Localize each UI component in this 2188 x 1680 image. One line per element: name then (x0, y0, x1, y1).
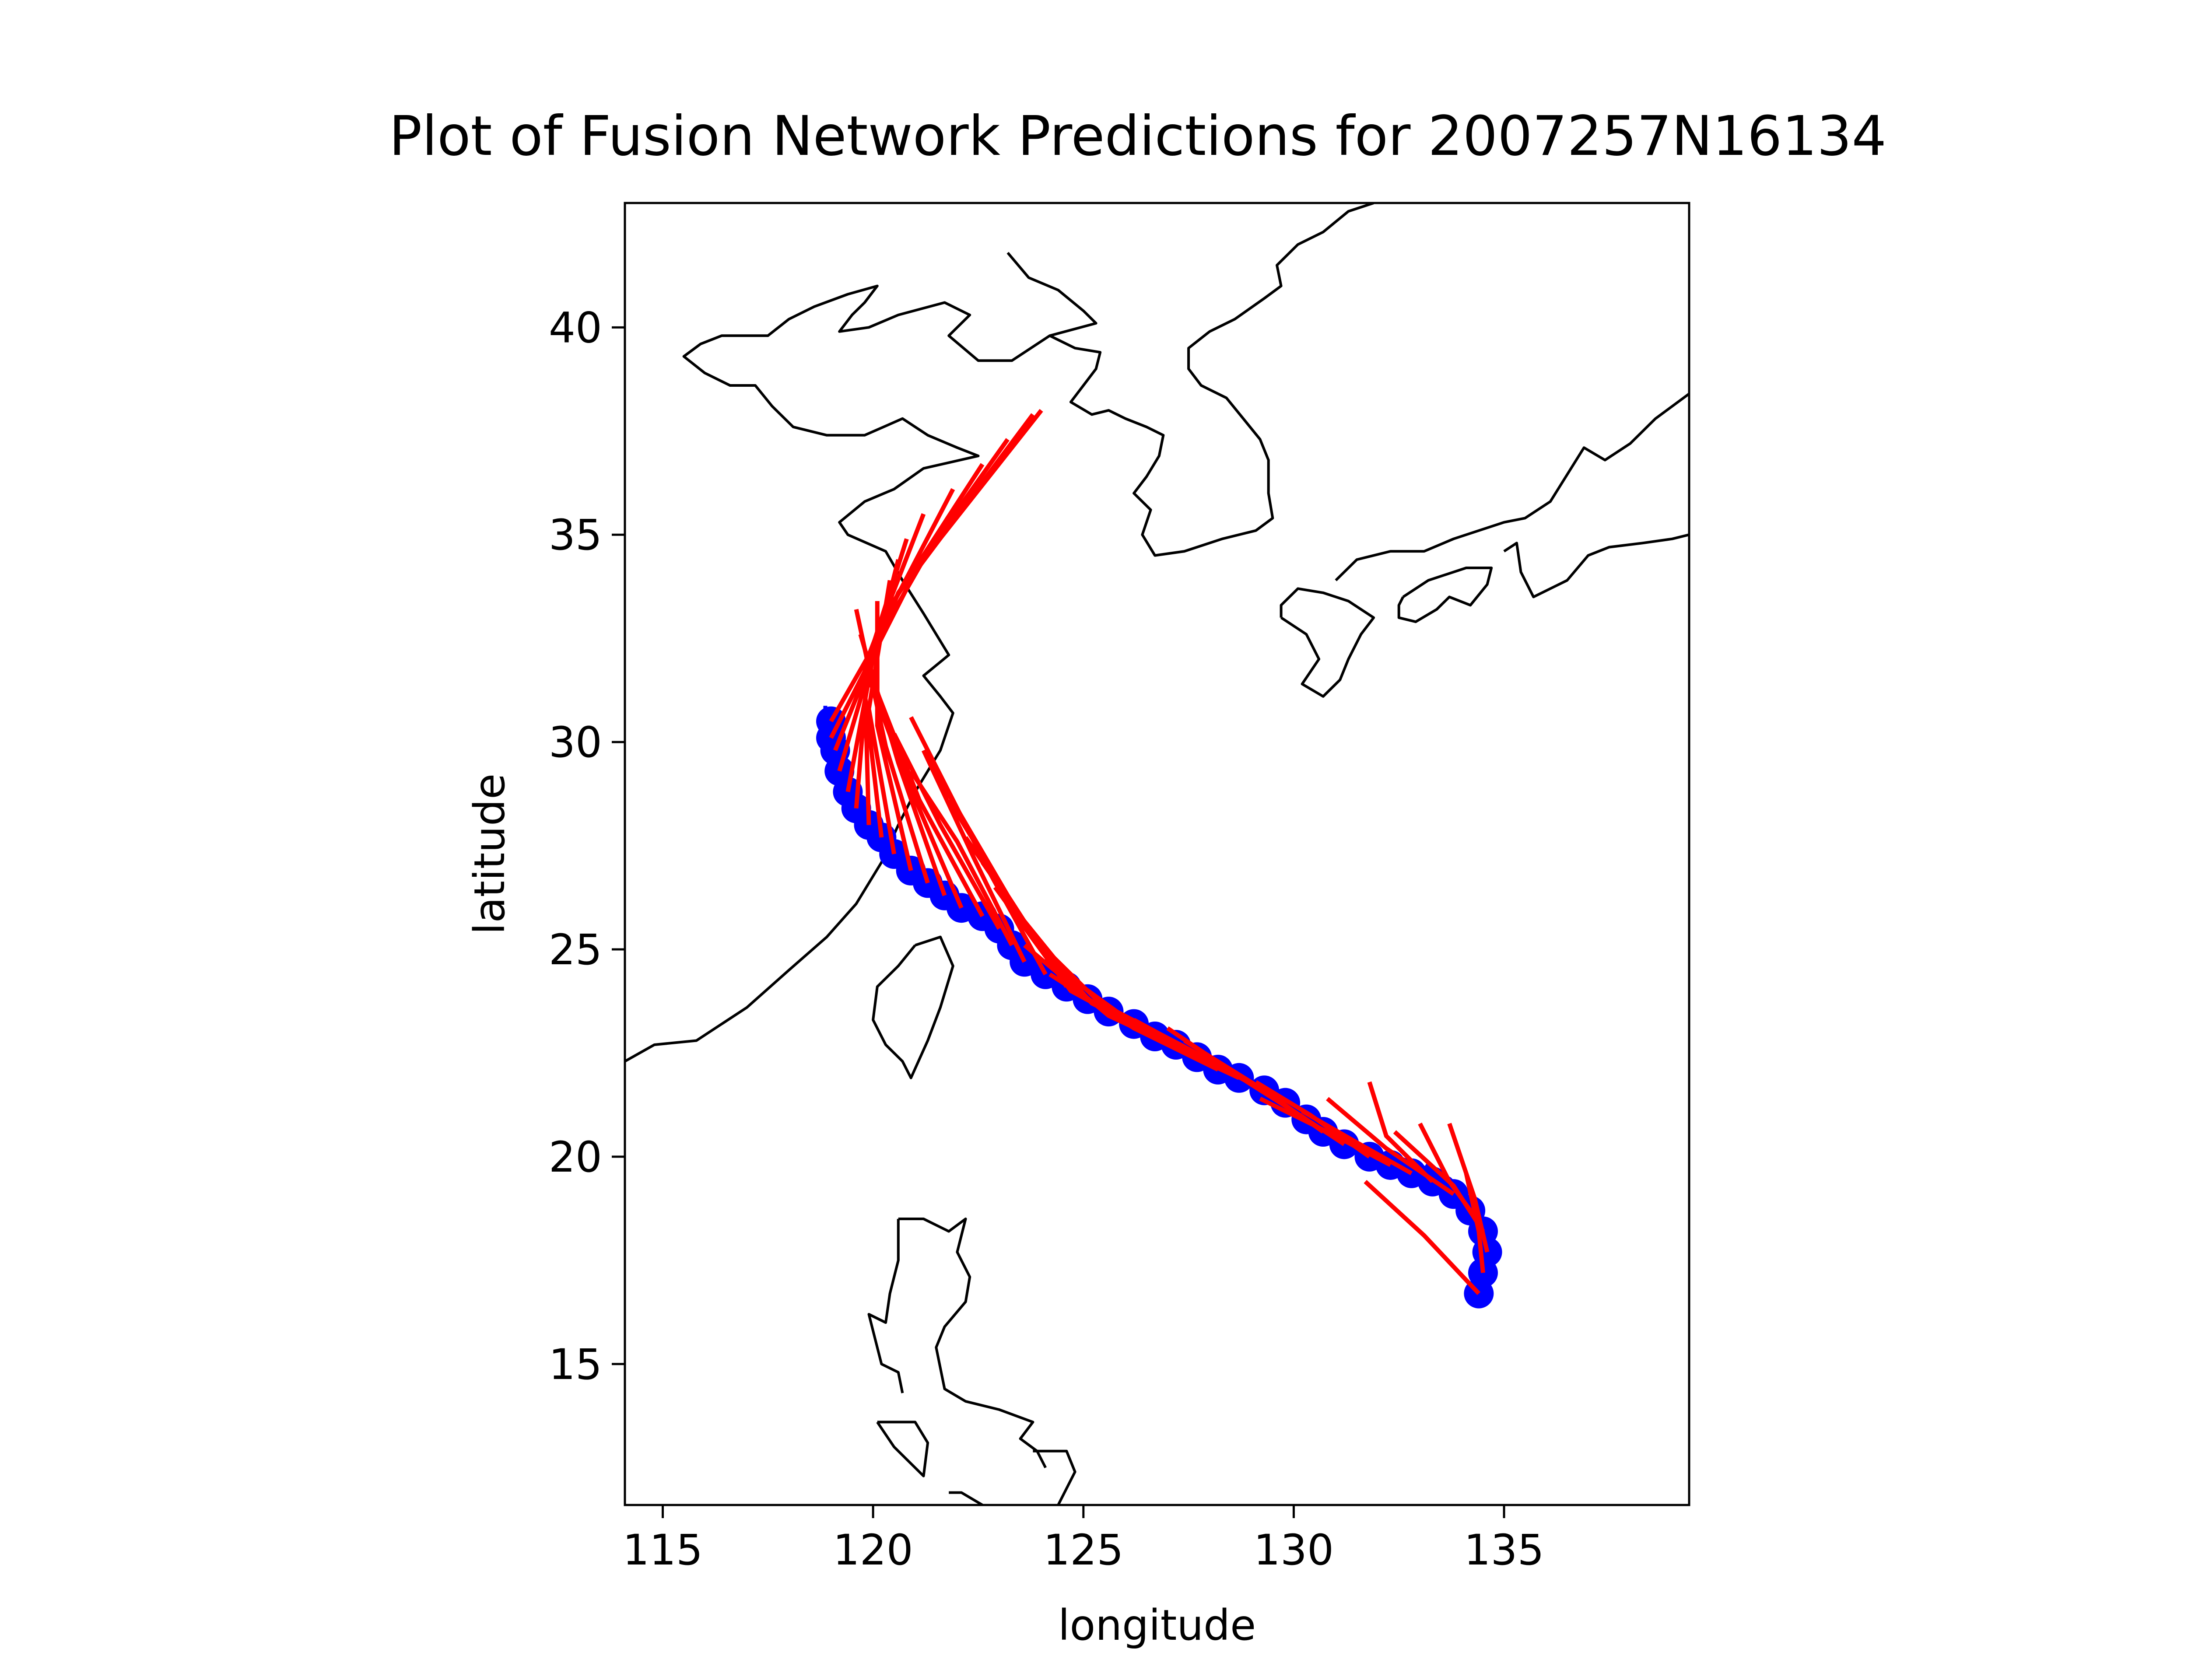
y-tick-label: 30 (549, 718, 602, 767)
coastline (1050, 203, 1374, 556)
x-tick-label: 135 (1464, 1526, 1544, 1575)
y-tick-label: 20 (549, 1133, 602, 1182)
y-tick-label: 40 (549, 303, 602, 352)
plot-area (625, 203, 1689, 1505)
coastline (949, 1493, 982, 1505)
coastline (1336, 394, 1690, 581)
y-axis-label: latitude (465, 774, 514, 934)
y-tick-label: 35 (549, 511, 602, 560)
x-tick-label: 130 (1254, 1526, 1334, 1575)
predicted-track-line (1109, 1008, 1265, 1091)
x-axis-label: longitude (1058, 1601, 1256, 1650)
y-axis: 15 20 25 30 35 40 (549, 303, 625, 1389)
y-tick-label: 25 (549, 925, 602, 974)
x-axis: 115 120 125 130 135 (623, 1505, 1544, 1575)
coastline (877, 1422, 928, 1476)
coastline (1399, 568, 1492, 622)
chart-title: Plot of Fusion Network Predictions for 2… (389, 105, 1886, 168)
coastline (1504, 535, 1689, 597)
x-tick-label: 120 (833, 1526, 913, 1575)
x-tick-label: 115 (623, 1526, 703, 1575)
axes-frame (625, 203, 1689, 1505)
coastline (1033, 1451, 1075, 1505)
coastline (1281, 588, 1374, 696)
coastline (869, 1219, 903, 1393)
x-tick-label: 125 (1043, 1526, 1123, 1575)
y-tick-label: 15 (549, 1340, 602, 1389)
coastline (873, 937, 953, 1078)
predicted-track-line (911, 717, 1046, 974)
